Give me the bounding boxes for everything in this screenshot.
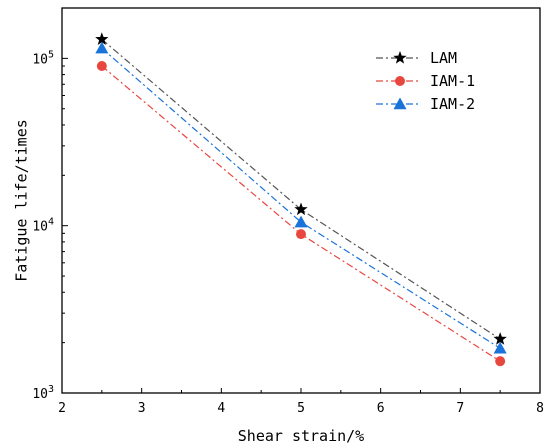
x-axis-label: Shear strain/% xyxy=(238,427,364,445)
plot-frame xyxy=(61,7,541,394)
legend-marker xyxy=(393,51,407,64)
series-line-lam xyxy=(101,38,501,340)
legend-label: IAM-1 xyxy=(430,72,475,90)
legend-marker xyxy=(395,76,405,86)
data-point-iam-2 xyxy=(95,41,109,54)
y-axis-label: Fatigue life/times xyxy=(13,119,31,282)
x-tick-label: 7 xyxy=(456,401,464,416)
data-point-iam-2 xyxy=(493,341,507,354)
x-tick-label: 5 xyxy=(297,401,305,416)
data-point-iam-1 xyxy=(296,229,306,240)
y-tick-label: 103 xyxy=(32,384,54,402)
y-tick-label: 104 xyxy=(32,217,54,235)
data-point-lam xyxy=(95,32,109,45)
y-tick-label: 105 xyxy=(32,49,54,67)
data-point-iam-2 xyxy=(294,215,308,228)
x-tick-label: 4 xyxy=(217,401,225,416)
series-line-iam-2 xyxy=(101,47,501,349)
data-point-lam xyxy=(493,332,507,345)
data-point-iam-1 xyxy=(495,356,506,367)
legend-label: LAM xyxy=(430,49,457,67)
axis-ticks: 2 3 4 5 6 7 8 105 104 103 xyxy=(32,7,544,416)
x-tick-label: 8 xyxy=(536,401,544,416)
x-tick-label: 2 xyxy=(58,401,66,416)
x-tick-label: 3 xyxy=(138,401,146,416)
data-point-iam-1 xyxy=(96,61,107,72)
legend-marker xyxy=(393,97,407,110)
legend: LAM IAM-1 IAM-2 xyxy=(376,49,475,113)
plot-series-layer xyxy=(95,32,507,367)
legend-label: IAM-2 xyxy=(430,95,475,113)
data-point-lam xyxy=(294,202,308,216)
x-tick-label: 6 xyxy=(377,401,385,416)
